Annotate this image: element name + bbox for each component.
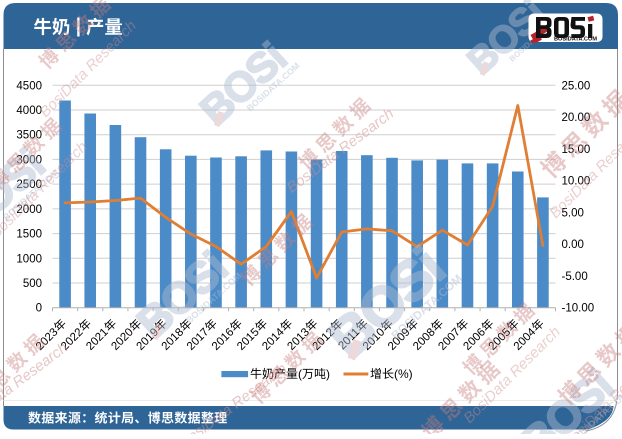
svg-text:): ): [326, 367, 330, 381]
svg-text:5.00: 5.00: [562, 207, 584, 219]
svg-text:10.00: 10.00: [562, 176, 591, 188]
svg-text:2500: 2500: [16, 179, 42, 191]
svg-text:25.00: 25.00: [562, 80, 591, 92]
svg-text:2000: 2000: [16, 204, 42, 216]
svg-text:(%): (%): [394, 367, 413, 381]
svg-text:-5.00: -5.00: [562, 271, 588, 283]
svg-text:1000: 1000: [16, 253, 42, 265]
svg-text:4000: 4000: [16, 105, 42, 117]
svg-text:BOSIDATA.COM: BOSIDATA.COM: [554, 37, 597, 43]
svg-text:0.00: 0.00: [562, 239, 584, 251]
svg-text:0: 0: [36, 303, 42, 315]
svg-text:-10.00: -10.00: [562, 303, 595, 315]
svg-text:4500: 4500: [16, 80, 42, 92]
svg-text:1500: 1500: [16, 229, 42, 241]
svg-text:(: (: [298, 367, 302, 381]
svg-text:500: 500: [23, 278, 42, 290]
